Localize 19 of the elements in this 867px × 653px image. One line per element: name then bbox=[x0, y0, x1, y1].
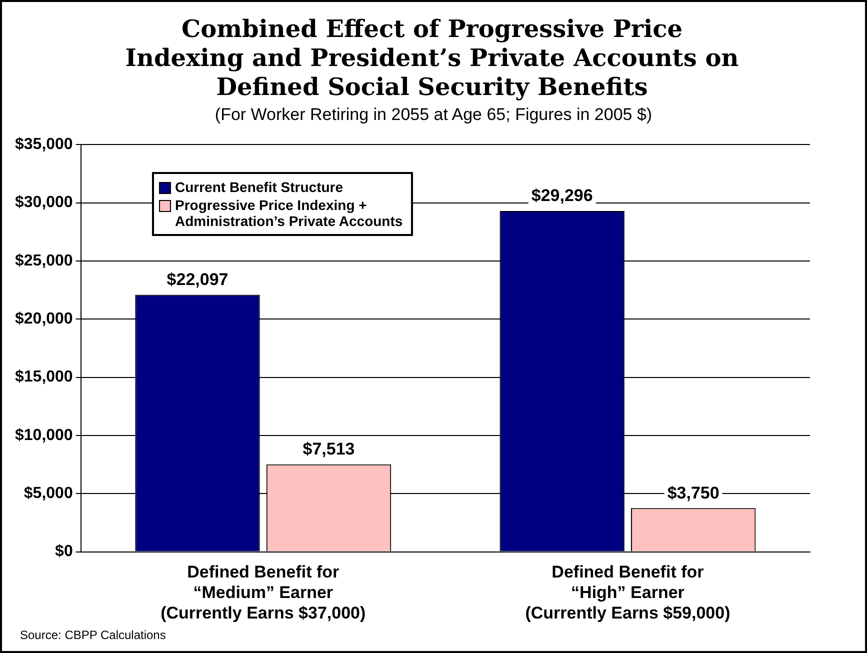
legend-label: Current Benefit Structure bbox=[175, 179, 344, 195]
data-label: $7,513 bbox=[302, 440, 355, 459]
y-tick-label: $25,000 bbox=[14, 252, 73, 270]
y-tick-label: $35,000 bbox=[14, 136, 73, 154]
x-tick-label: Defined Benefit for “Medium” Earner (Currently Earns $37,000) bbox=[160, 562, 366, 622]
y-tick-label: $0 bbox=[55, 543, 73, 560]
y-tick-label: $5,000 bbox=[24, 485, 73, 502]
data-label: $22,097 bbox=[166, 270, 228, 289]
data-label: $29,296 bbox=[531, 186, 593, 206]
y-tick-label: $10,000 bbox=[14, 426, 73, 444]
chart-subtitle: (For Worker Retiring in 2055 at Age 65; Figures in 2005 $) bbox=[214, 105, 654, 125]
data-label: $3,750 bbox=[667, 483, 720, 502]
y-tick-label: $30,000 bbox=[14, 194, 73, 212]
x-tick-label: Defined Benefit for “High” Earner (Currently Earns $59,000) bbox=[525, 562, 730, 622]
chart-title: Combined Effect of Progressive Price Indexing and President’s Private Accounts on Defined Social Security Benefits bbox=[124, 14, 740, 101]
legend-label: Progressive Price Indexing + Administration’s Private Accounts bbox=[175, 197, 403, 229]
source-note: Source: CBPP Calculations bbox=[20, 628, 166, 642]
y-tick-label: $20,000 bbox=[14, 310, 73, 328]
y-tick-label: $15,000 bbox=[14, 368, 73, 386]
